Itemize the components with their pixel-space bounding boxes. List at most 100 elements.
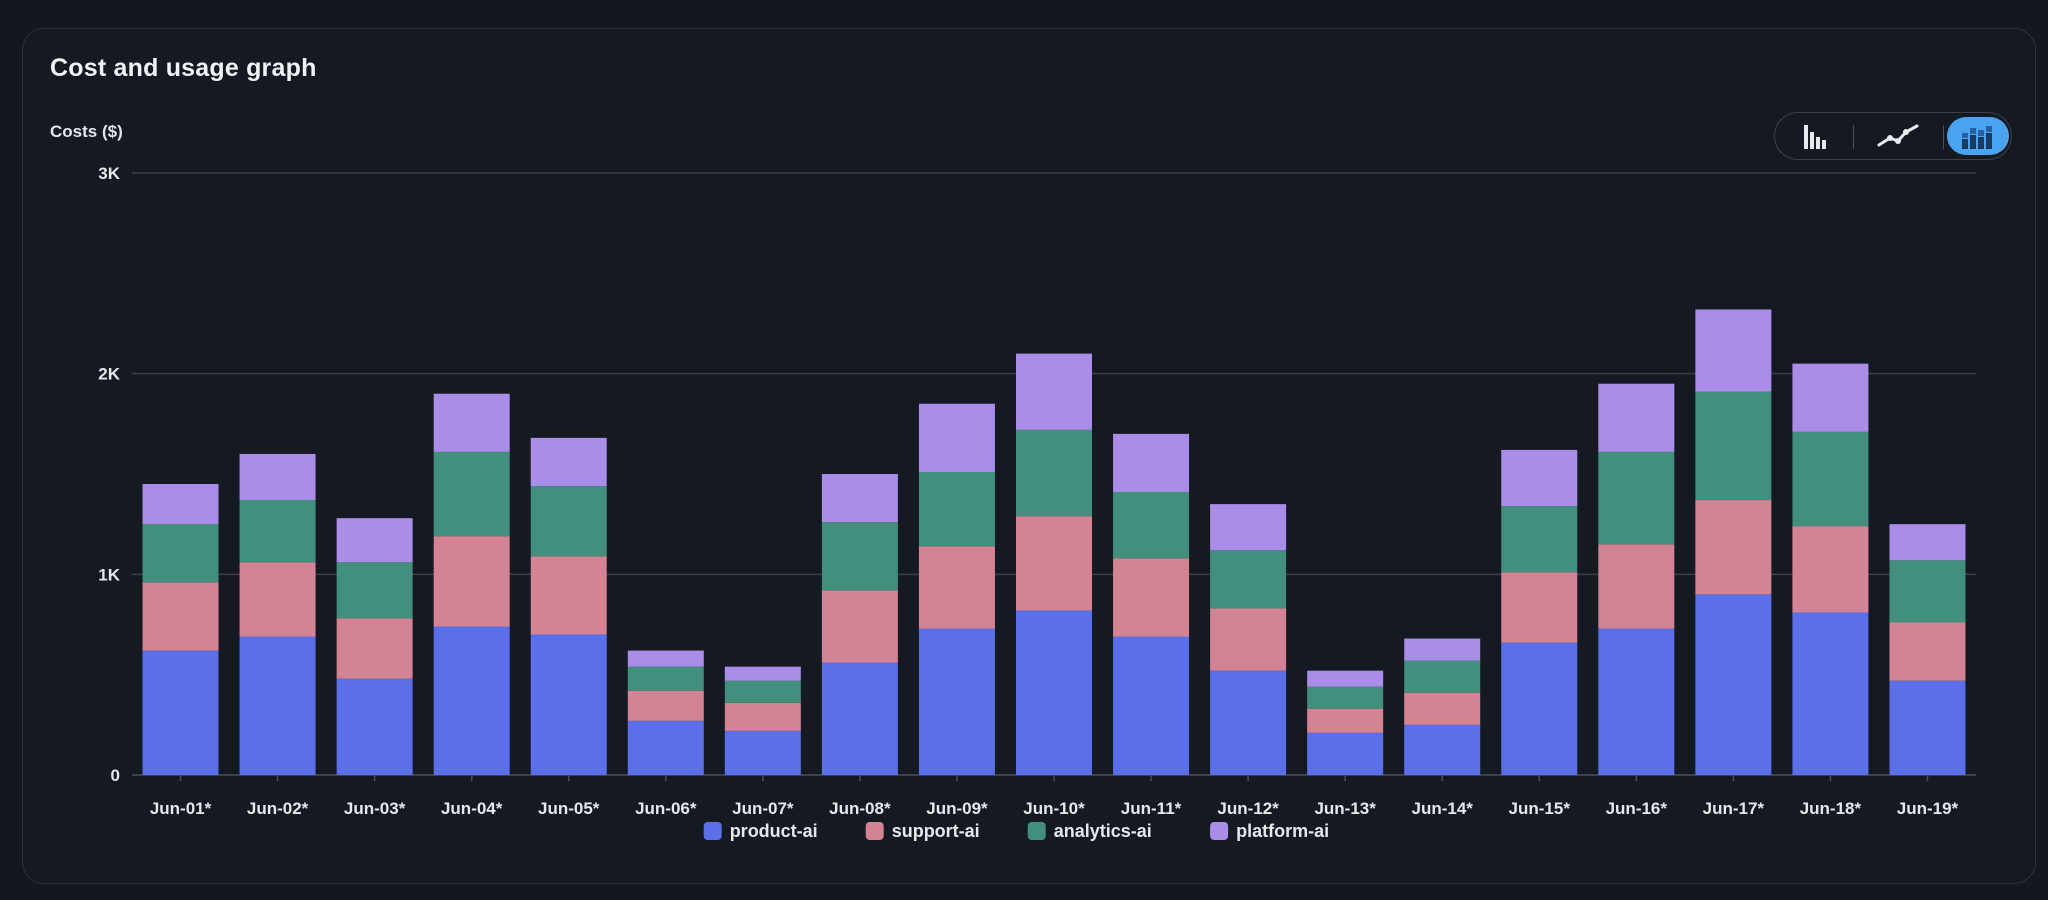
bar-segment-analytics-ai <box>1016 429 1092 517</box>
bar-segment-support-ai <box>1792 526 1869 613</box>
toggle-divider <box>1943 125 1944 149</box>
bar-segment-analytics-ai <box>724 680 801 703</box>
x-tick-label: Jun-11* <box>1121 799 1182 818</box>
legend-label-product-ai: product-ai <box>730 821 818 841</box>
bar-segment-product-ai <box>1404 724 1481 775</box>
bar-segment-platform-ai <box>821 474 898 523</box>
x-tick-label: Jun-19* <box>1897 799 1959 818</box>
bar-segment-product-ai <box>1889 680 1966 775</box>
chart-type-toggle <box>1774 112 2012 160</box>
x-tick-label: Jun-01* <box>150 799 212 818</box>
bar-segment-support-ai <box>1404 692 1481 725</box>
x-tick-label: Jun-07* <box>732 799 794 818</box>
bar-segment-analytics-ai <box>1889 560 1966 623</box>
bar-segment-platform-ai <box>1016 353 1092 430</box>
bar-segment-product-ai <box>1695 594 1772 775</box>
bar-segment-analytics-ai <box>627 666 704 691</box>
bar-segment-analytics-ai <box>1113 492 1190 559</box>
toggle-divider <box>1853 125 1854 149</box>
x-tick-label: Jun-02* <box>247 799 309 818</box>
bar-segment-support-ai <box>433 536 510 627</box>
bar-segment-support-ai <box>627 690 704 721</box>
bar-chart-button[interactable] <box>1785 117 1847 155</box>
x-tick-label: Jun-04* <box>441 799 503 818</box>
stacked-bar-chart-icon <box>1962 126 1992 149</box>
bar-segment-product-ai <box>433 626 510 775</box>
x-tick-label: Jun-16* <box>1606 799 1668 818</box>
bar-segment-analytics-ai <box>239 500 316 563</box>
x-tick-label: Jun-10* <box>1023 799 1085 818</box>
bar-segment-support-ai <box>1501 572 1578 643</box>
line-chart-button[interactable] <box>1867 117 1929 155</box>
bar-segment-support-ai <box>1695 500 1772 595</box>
bar-segment-analytics-ai <box>918 471 995 547</box>
legend-swatch-product-ai <box>703 822 722 840</box>
bars <box>142 309 1966 775</box>
legend-label-support-ai: support-ai <box>892 821 980 841</box>
bar-segment-product-ai <box>918 628 995 775</box>
bar-segment-platform-ai <box>1695 309 1772 392</box>
bar-segment-support-ai <box>1113 558 1190 637</box>
bar-segment-support-ai <box>1889 622 1966 681</box>
bar-segment-product-ai <box>1016 610 1092 775</box>
bar-segment-platform-ai <box>336 518 413 563</box>
x-tick-label: Jun-12* <box>1217 799 1279 818</box>
bar-segment-product-ai <box>627 720 704 775</box>
bar-segment-product-ai <box>1307 732 1384 775</box>
x-tick-label: Jun-09* <box>926 799 988 818</box>
legend-swatch-analytics-ai <box>1027 822 1046 840</box>
bar-segment-support-ai <box>1598 544 1675 629</box>
legend: product-ai support-ai analytics-ai platform… <box>703 821 1329 841</box>
x-tick-label: Jun-14* <box>1411 799 1473 818</box>
bar-segment-product-ai <box>336 678 413 775</box>
x-tick-label: Jun-08* <box>829 799 891 818</box>
x-tick-label: Jun-18* <box>1800 799 1862 818</box>
bar-segment-analytics-ai <box>336 562 413 619</box>
bar-segment-platform-ai <box>724 666 801 681</box>
bar-segment-platform-ai <box>1210 504 1287 551</box>
legend-swatch-platform-ai <box>1210 822 1229 840</box>
bar-segment-analytics-ai <box>1695 391 1772 501</box>
x-tick-label: Jun-06* <box>635 799 697 818</box>
bar-segment-analytics-ai <box>142 524 219 583</box>
bar-segment-analytics-ai <box>433 451 510 537</box>
bar-segment-support-ai <box>724 702 801 731</box>
bar-segment-support-ai <box>530 556 607 635</box>
x-tick-label: Jun-05* <box>538 799 600 818</box>
bar-segment-product-ai <box>1501 642 1578 775</box>
bar-segment-support-ai <box>336 618 413 679</box>
bar-segment-analytics-ai <box>1210 550 1287 609</box>
y-tick-label: 1K <box>98 565 120 584</box>
bar-segment-analytics-ai <box>530 486 607 557</box>
bar-segment-platform-ai <box>918 403 995 472</box>
line-chart-icon <box>1877 124 1919 147</box>
bar-segment-platform-ai <box>1307 670 1384 687</box>
bar-segment-product-ai <box>1113 636 1190 775</box>
bar-segment-analytics-ai <box>1404 660 1481 693</box>
bar-segment-platform-ai <box>239 453 316 501</box>
bar-segment-product-ai <box>724 730 801 775</box>
bar-segment-support-ai <box>821 590 898 663</box>
bar-segment-support-ai <box>1016 516 1092 611</box>
bar-segment-support-ai <box>1210 608 1287 671</box>
y-tick-label: 2K <box>98 365 120 384</box>
bar-segment-support-ai <box>239 562 316 637</box>
bar-segment-platform-ai <box>530 437 607 487</box>
stacked-bar-chart-button[interactable] <box>1947 117 2009 155</box>
bar-chart-icon <box>1804 125 1826 149</box>
legend-label-analytics-ai: analytics-ai <box>1054 821 1152 841</box>
y-tick-label: 3K <box>98 164 120 183</box>
x-tick-label: Jun-17* <box>1703 799 1765 818</box>
bar-segment-product-ai <box>821 662 898 775</box>
bar-segment-platform-ai <box>627 650 704 667</box>
bar-segment-product-ai <box>1792 612 1869 775</box>
bar-segment-platform-ai <box>1404 638 1481 661</box>
bar-segment-platform-ai <box>1113 433 1190 493</box>
x-tick-label: Jun-03* <box>344 799 406 818</box>
bar-segment-platform-ai <box>1501 449 1578 507</box>
x-tick-label: Jun-13* <box>1314 799 1376 818</box>
bar-segment-product-ai <box>1598 628 1675 775</box>
y-axis-label: Costs ($) <box>50 122 123 141</box>
bar-segment-analytics-ai <box>1501 506 1578 573</box>
